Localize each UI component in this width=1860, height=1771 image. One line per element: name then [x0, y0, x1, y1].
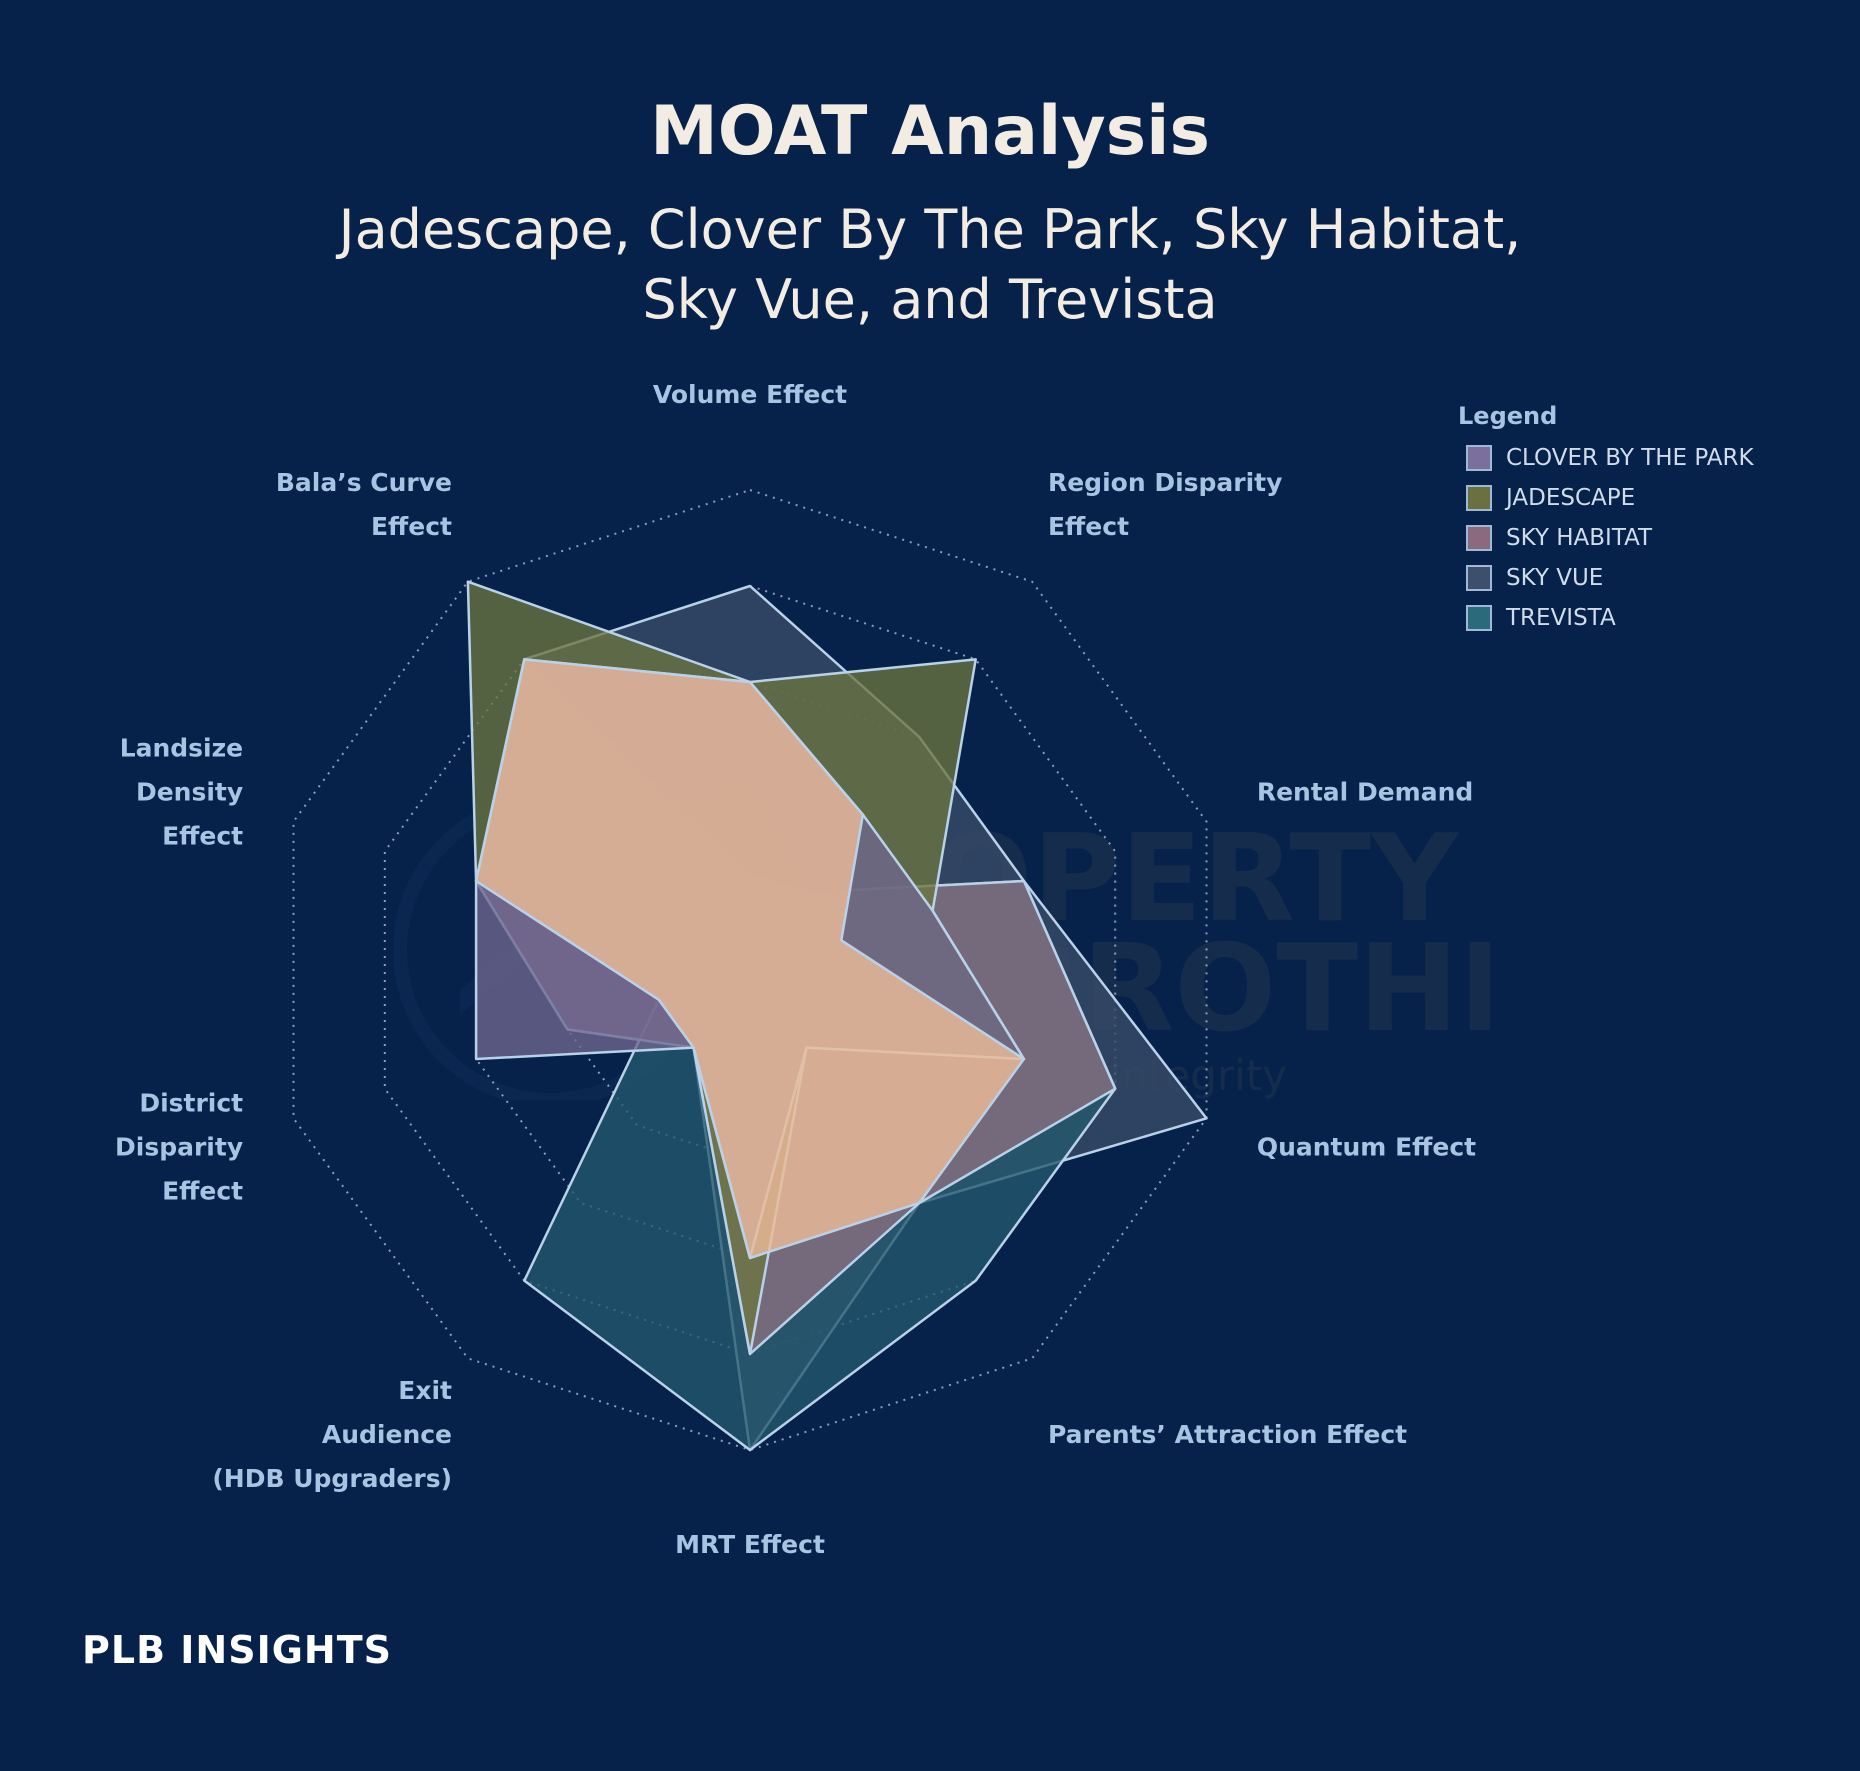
axis-label-8-line-0: Landsize — [120, 733, 243, 762]
legend-label-trevista: TREVISTA — [1506, 605, 1616, 631]
axis-label-9-line-0: Bala’s Curve — [276, 468, 452, 497]
chart-title: MOAT Analysis — [650, 92, 1210, 171]
legend-item-trevista[interactable]: TREVISTA — [1458, 598, 1754, 638]
legend-label-clover: CLOVER BY THE PARK — [1506, 445, 1754, 471]
legend-item-clover[interactable]: CLOVER BY THE PARK — [1458, 438, 1754, 478]
legend-title: Legend — [1458, 402, 1558, 430]
axis-label-8-line-2: Effect — [162, 821, 243, 850]
axis-label-4-line-0: Parents’ Attraction Effect — [1048, 1420, 1407, 1449]
axis-labels: Volume Effect Region Disparity Effect Renta… — [115, 380, 1476, 1559]
brand-logo: PLB INSIGHTS — [82, 1628, 392, 1672]
axis-label-7-line-1: Disparity — [115, 1133, 243, 1162]
legend-label-sky-vue: SKY VUE — [1506, 565, 1604, 591]
legend-swatch-trevista — [1466, 605, 1492, 631]
axis-label-6-line-1: Audience — [322, 1420, 452, 1449]
radar-series — [466, 580, 1208, 1452]
axis-label-8-line-1: Density — [136, 777, 243, 806]
axis-label-1-line-1: Effect — [1048, 512, 1129, 541]
axis-label-0-line-0: Volume Effect — [653, 380, 847, 409]
legend: Legend CLOVER BY THE PARK JADESCAPE SKY … — [1458, 402, 1754, 638]
subtitle-line-1: Jadescape, Clover By The Park, Sky Habit… — [338, 198, 1522, 261]
legend-swatch-jadescape — [1466, 485, 1492, 511]
legend-item-sky-vue[interactable]: SKY VUE — [1458, 558, 1754, 598]
legend-item-sky-habitat[interactable]: SKY HABITAT — [1458, 518, 1754, 558]
legend-label-jadescape: JADESCAPE — [1506, 485, 1636, 511]
axis-label-6-line-2: (HDB Upgraders) — [212, 1464, 452, 1493]
legend-swatch-clover — [1466, 445, 1492, 471]
legend-label-sky-habitat: SKY HABITAT — [1506, 525, 1653, 551]
legend-swatch-sky-habitat — [1466, 525, 1492, 551]
legend-item-jadescape[interactable]: JADESCAPE — [1458, 478, 1754, 518]
axis-label-3-line-0: Quantum Effect — [1257, 1133, 1476, 1162]
axis-label-5-line-0: MRT Effect — [675, 1530, 825, 1559]
axis-label-2-line-0: Rental Demand — [1257, 777, 1473, 806]
grid-ring-4 — [383, 584, 1117, 1356]
axis-label-1-line-0: Region Disparity — [1048, 468, 1282, 497]
chart-subtitle: Jadescape, Clover By The Park, Sky Habit… — [0, 195, 1860, 335]
axis-label-6-line-0: Exit — [398, 1376, 452, 1405]
axis-label-9-line-1: Effect — [371, 512, 452, 541]
series-overlap[interactable] — [474, 658, 1026, 1260]
axis-label-7-line-2: Effect — [162, 1177, 243, 1206]
legend-swatch-sky-vue — [1466, 565, 1492, 591]
grid-ring-5 — [292, 488, 1208, 1452]
subtitle-line-2: Sky Vue, and Trevista — [642, 268, 1218, 331]
axis-label-7-line-0: District — [139, 1089, 243, 1118]
